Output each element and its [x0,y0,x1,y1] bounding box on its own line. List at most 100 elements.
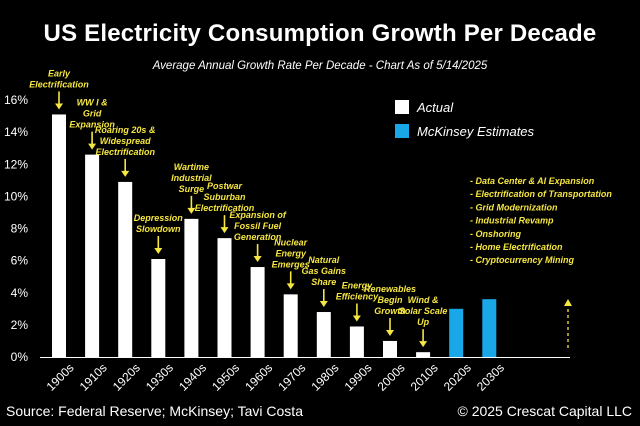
x-tick-label: 2000s [375,361,408,394]
annotation-text: Fossil Fuel [234,221,282,231]
y-tick-label: 12% [4,157,28,171]
annotation-text: Early [48,68,71,78]
legend-swatch-estimate [395,124,409,138]
bar-1940s [184,218,199,357]
x-axis: 1900s 1910s 1920s 1930s 1940s 1950s 1960s 1970s… [40,357,570,394]
x-tick-label: 1910s [77,361,110,394]
bar-2000s [383,340,397,357]
y-tick-label: 4% [11,286,29,300]
y-tick-label: 8% [11,222,29,236]
annotation-text: Electrification [95,147,155,157]
x-tick-label: 2020s [441,361,474,394]
annotation-arrow-head [419,341,428,348]
legend-label: Actual [416,100,454,115]
annotation-text: Begin [377,295,403,305]
x-tick-label: 1920s [110,361,143,394]
estimate-drivers: - Data Center & AI Expansion - Electrific… [470,176,612,348]
annotation-text: Electrification [29,79,89,89]
driver-item: - Cryptocurrency Mining [470,255,575,265]
y-tick-label: 10% [4,189,28,203]
annotation-arrow-head [154,248,163,255]
x-tick-label: 1960s [242,361,275,394]
annotation-text: Up [417,317,429,327]
footer-copyright: © 2025 Crescat Capital LLC [457,403,632,419]
x-tick-label: 2030s [474,361,507,394]
annotation-arrow-head [220,227,229,234]
driver-item: - Grid Modernization [470,202,558,212]
annotation-text: Natural [308,255,340,265]
bar-1930s [151,259,166,357]
y-tick-label: 16% [4,93,28,107]
annotation-text: Suburban [204,192,247,202]
annotation-text: Widespread [100,136,151,146]
legend-swatch-actual [395,100,409,114]
annotation-text: Growth [374,306,406,316]
annotation-arrow-head [187,207,196,214]
bar-1900s [52,114,66,357]
growth-arrow-head [564,299,572,306]
x-tick-label: 1980s [308,361,341,394]
x-tick-label: 1930s [143,361,176,394]
bar-1920s [118,181,133,357]
annotation-arrow-head [88,143,97,150]
annotation-text: Gas Gains [302,266,347,276]
bar-1910s [85,154,100,357]
annotation-text: Wartime [174,162,209,172]
legend-label: McKinsey Estimates [417,124,535,139]
bar-1990s [349,326,364,357]
annotation-text: Slowdown [136,224,181,234]
annotation-arrow-head [286,283,295,290]
bar-1950s [217,238,232,357]
bar-1970s [283,294,298,357]
x-tick-label: 1940s [176,361,209,394]
annotation-text: Efficiency [336,291,379,301]
x-tick-label: 1970s [275,361,308,394]
annotation-text: Renewables [364,284,416,294]
annotation-arrow-head [319,301,328,308]
bar-2010s [416,352,431,357]
annotation-text: Energy [275,248,307,258]
bar-2020s [449,308,464,357]
bar-1980s [316,312,331,357]
annotation-arrow-head [386,329,394,336]
annotation-text: Nuclear [274,237,308,247]
annotation-text: Postwar [207,181,243,191]
annotation-text: Expansion [69,120,115,130]
y-tick-label: 0% [11,350,29,364]
driver-item: - Industrial Revamp [470,216,554,226]
annotation-arrow-head [352,315,361,322]
x-tick-label: 1950s [209,361,242,394]
annotation-text: Expansion of [229,210,287,220]
x-tick-label: 1900s [44,361,77,394]
x-tick-label: 2010s [408,361,441,394]
legend: Actual McKinsey Estimates [395,100,535,139]
annotation-text: Energy [342,280,374,290]
driver-item: - Onshoring [470,229,521,239]
chart-subtitle: Average Annual Growth Rate Per Decade - … [152,60,488,72]
bar-1960s [250,267,265,357]
annotation-text: Wind & [408,295,439,305]
y-axis: 0% 2% 4% 6% 8% 10% 12% 14% 16% [4,93,28,364]
bars [52,114,497,357]
annotation-text: Electrification [195,203,255,213]
annotation-text: Generation [234,232,282,242]
chart-title: US Electricity Consumption Growth Per De… [43,20,597,47]
y-tick-label: 6% [11,254,29,268]
annotation-text: Grid [83,109,102,119]
annotation-arrow-head [55,103,63,110]
annotation-text: Industrial [171,173,212,183]
bar-2030s [482,299,497,357]
